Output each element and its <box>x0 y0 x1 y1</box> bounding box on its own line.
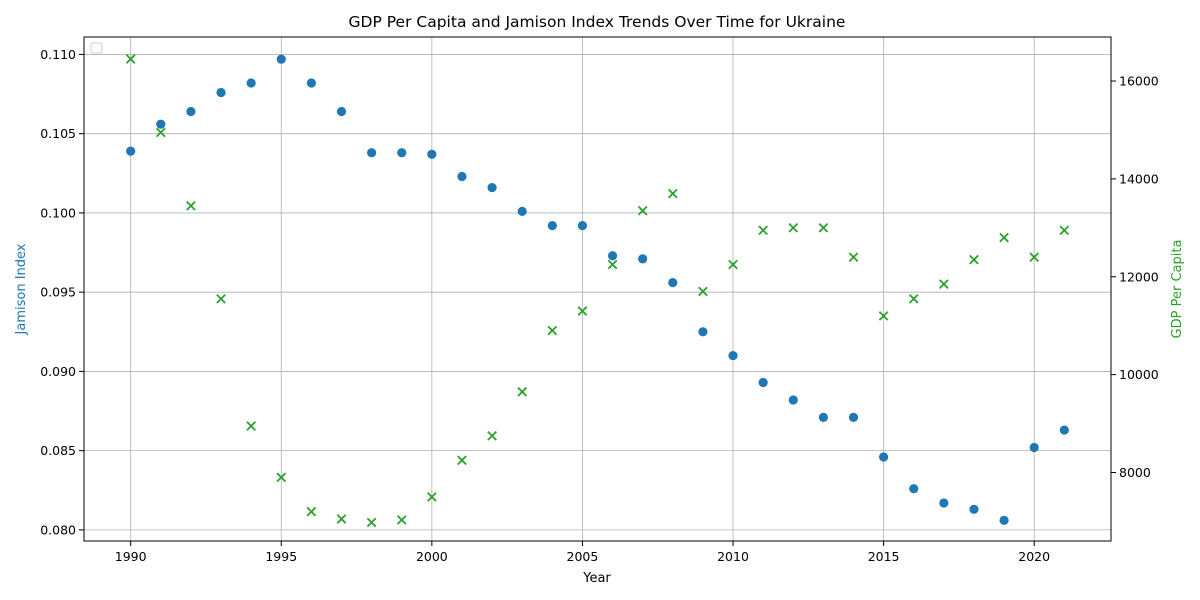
gdp-per-capita-point <box>667 188 678 199</box>
y-right-tick-label: 10000 <box>1119 367 1159 382</box>
jamison-index-point <box>186 106 196 117</box>
gdp-per-capita-point <box>788 222 799 233</box>
legend <box>90 42 103 54</box>
jamison-index-point <box>638 254 648 264</box>
jamison-index-point <box>758 377 768 388</box>
gdp-per-capita-point <box>306 506 317 517</box>
axis-ticks: 1990 1995 2000 2005 2010 2015 2020 0.080 0.085 0.… <box>40 47 1159 564</box>
gdp-per-capita-point <box>276 472 287 483</box>
jamison-index-point <box>457 171 467 182</box>
gdp-per-capita-point <box>396 515 407 525</box>
gdp-per-capita-point <box>728 259 738 270</box>
gdp-per-capita-point <box>607 259 618 270</box>
x-tick-label: 2010 <box>717 549 749 564</box>
data-marks <box>125 54 1070 528</box>
jamison-index-point <box>367 148 377 158</box>
jamison-index-point <box>728 350 738 361</box>
jamison-index-point <box>216 87 226 98</box>
jamison-index-point <box>126 146 136 156</box>
y-left-tick-label: 0.085 <box>40 443 76 458</box>
jamison-index-point <box>698 327 708 337</box>
jamison-index-point <box>246 78 256 88</box>
gdp-per-capita-point <box>125 54 136 64</box>
y-left-tick-label: 0.110 <box>40 47 76 62</box>
gdp-per-capita-point <box>1029 252 1040 263</box>
y-left-tick-label: 0.080 <box>40 522 76 537</box>
jamison-index-point <box>969 504 979 514</box>
x-tick-label: 2015 <box>868 549 900 564</box>
jamison-index-point <box>487 182 497 193</box>
jamison-index-point <box>848 412 859 422</box>
jamison-index-point <box>999 515 1009 525</box>
x-axis-title: Year <box>582 571 611 586</box>
gdp-per-capita-point <box>517 386 528 397</box>
jamison-index-point <box>909 484 919 494</box>
jamison-index-point <box>547 221 557 231</box>
gdp-per-capita-point <box>577 306 588 316</box>
gdp-per-capita-point <box>908 293 919 304</box>
gdp-per-capita-point <box>547 325 558 336</box>
jamison-index-point <box>427 149 437 159</box>
y-left-tick-label: 0.100 <box>40 205 76 220</box>
gdp-per-capita-point <box>366 517 377 528</box>
y-left-tick-label: 0.095 <box>40 285 76 300</box>
gdp-per-capita-point <box>457 455 467 466</box>
jamison-index-point <box>1059 425 1069 435</box>
y-right-tick-label: 16000 <box>1119 74 1159 89</box>
chart-title: GDP Per Capita and Jamison Index Trends … <box>349 13 846 31</box>
legend-box <box>90 42 103 54</box>
jamison-index-point <box>577 221 588 231</box>
y-left-tick-label: 0.105 <box>40 126 76 141</box>
right-axis-title: GDP Per Capita <box>1170 240 1185 339</box>
jamison-index-point <box>788 395 798 405</box>
gdp-per-capita-point <box>637 205 648 216</box>
y-right-tick-label: 8000 <box>1119 465 1151 480</box>
jamison-index-point <box>879 452 889 462</box>
y-right-tick-label: 14000 <box>1119 171 1159 186</box>
jamison-index-point <box>156 119 166 129</box>
gdp-per-capita-point <box>939 279 949 289</box>
jamison-index-point <box>336 106 347 117</box>
gdp-per-capita-point <box>698 286 708 297</box>
jamison-index-point <box>517 206 527 216</box>
gdp-per-capita-point <box>246 421 256 431</box>
jamison-index-point <box>306 78 316 88</box>
gdp-per-capita-point <box>969 254 979 265</box>
x-tick-label: 2000 <box>416 549 448 564</box>
gdp-per-capita-point <box>818 222 829 233</box>
x-tick-label: 2005 <box>567 549 599 564</box>
gdp-per-capita-point <box>186 200 196 211</box>
gdp-per-capita-point <box>758 225 768 236</box>
left-axis-title: Jamison Index <box>14 243 29 335</box>
gdp-per-capita-point <box>848 252 859 263</box>
gdp-per-capita-point <box>999 232 1009 243</box>
gdp-per-capita-point <box>336 514 347 524</box>
y-right-tick-label: 12000 <box>1119 269 1159 284</box>
jamison-index-point <box>668 278 678 288</box>
x-tick-label: 2020 <box>1018 549 1050 564</box>
plot-frame <box>83 36 1112 542</box>
jamison-index-point <box>607 251 618 261</box>
jamison-index-point <box>939 498 949 508</box>
gdp-per-capita-point <box>155 127 166 138</box>
gdp-per-capita-point <box>216 293 226 304</box>
gdp-per-capita-point <box>487 430 497 441</box>
y-left-tick-label: 0.090 <box>40 364 76 379</box>
grid <box>84 37 1111 541</box>
plot-area <box>84 37 1111 541</box>
gdp-per-capita-point <box>1059 225 1070 236</box>
x-tick-label: 1995 <box>265 549 297 564</box>
gdp-per-capita-point <box>427 492 437 502</box>
jamison-index-point <box>276 54 286 64</box>
x-tick-label: 1990 <box>115 549 147 564</box>
jamison-index-point <box>818 412 828 422</box>
gdp-per-capita-point <box>878 311 889 321</box>
jamison-index-point <box>1029 442 1039 453</box>
jamison-index-point <box>397 148 407 158</box>
